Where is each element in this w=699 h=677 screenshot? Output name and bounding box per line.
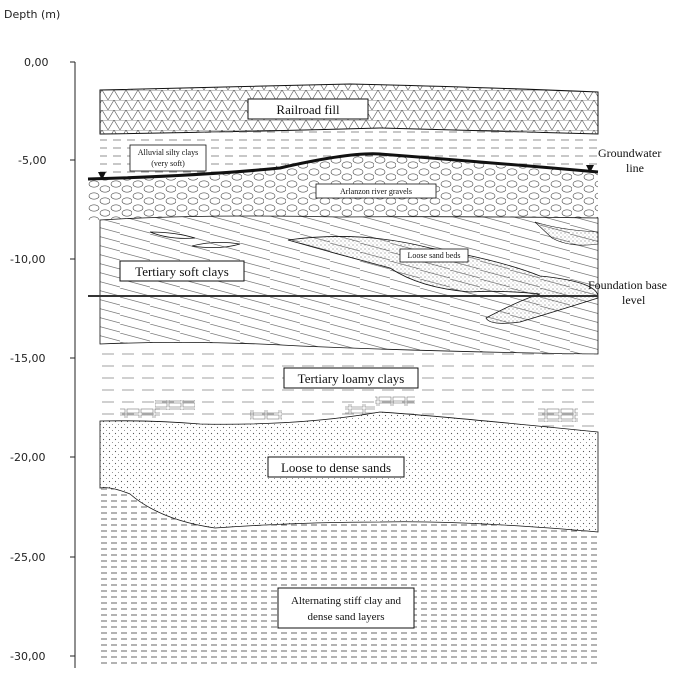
groundwater-marker-left (98, 172, 106, 180)
layer-soft-clay-lens-2 (191, 242, 241, 248)
svg-text:level: level (622, 293, 646, 307)
brick-lenses (120, 396, 578, 422)
label-tertiary-soft-clays: Tertiary soft clays (119, 260, 245, 282)
svg-text:Foundation base: Foundation base (588, 278, 667, 292)
svg-text:Alternating stiff clay and: Alternating stiff clay and (291, 595, 402, 607)
svg-text:Railroad fill: Railroad fill (276, 102, 340, 117)
svg-text:Tertiary loamy clays: Tertiary loamy clays (298, 371, 405, 386)
label-loose-sand-beds: Loose sand beds (399, 248, 469, 263)
label-loose-dense-sands: Loose to dense sands (267, 456, 405, 478)
tick-label-25: -25,00 (10, 551, 45, 564)
svg-text:dense sand layers: dense sand layers (308, 611, 385, 623)
svg-text:Alluvial silty clays: Alluvial silty clays (138, 148, 198, 157)
axis-title: Depth (m) (4, 8, 60, 21)
svg-text:Arlanzon river gravels: Arlanzon river gravels (340, 187, 412, 196)
tick-label-0: 0,00 (24, 56, 49, 69)
svg-text:Groundwater: Groundwater (598, 146, 661, 160)
tick-label-20: -20,00 (10, 451, 45, 464)
svg-text:Loose sand beds: Loose sand beds (408, 251, 461, 260)
tick-label-15: -15,00 (10, 352, 45, 365)
label-alluvial-clays: Alluvial silty clays (very soft) (129, 144, 207, 172)
label-tertiary-loamy-clays: Tertiary loamy clays (283, 367, 419, 389)
label-railroad-fill: Railroad fill (247, 98, 369, 120)
axis-ticks (70, 61, 75, 657)
label-alternating-layers: Alternating stiff clay and dense sand la… (277, 587, 415, 629)
depth-axis: Depth (m) 0,00 -5,00 -10,00 -15,00 -20,0… (4, 8, 76, 668)
groundwater-line (87, 152, 599, 181)
tick-label-10: -10,00 (10, 253, 45, 266)
label-river-gravels: Arlanzon river gravels (315, 183, 437, 199)
svg-text:line: line (626, 161, 644, 175)
svg-text:(very soft): (very soft) (151, 159, 185, 168)
tick-label-5: -5,00 (18, 154, 46, 167)
layer-sand-wedge (534, 221, 599, 246)
layer-alternating (100, 487, 598, 668)
layer-alluvial-clays (100, 128, 598, 178)
label-groundwater: Groundwater line (598, 146, 661, 175)
svg-text:Loose to dense sands: Loose to dense sands (281, 460, 391, 475)
label-foundation-base: Foundation base level (588, 278, 667, 307)
svg-text:Tertiary soft clays: Tertiary soft clays (135, 264, 229, 279)
tick-label-30: -30,00 (10, 650, 45, 663)
groundwater-marker-right (586, 165, 594, 173)
layer-soft-clay-lens-1 (149, 231, 196, 239)
